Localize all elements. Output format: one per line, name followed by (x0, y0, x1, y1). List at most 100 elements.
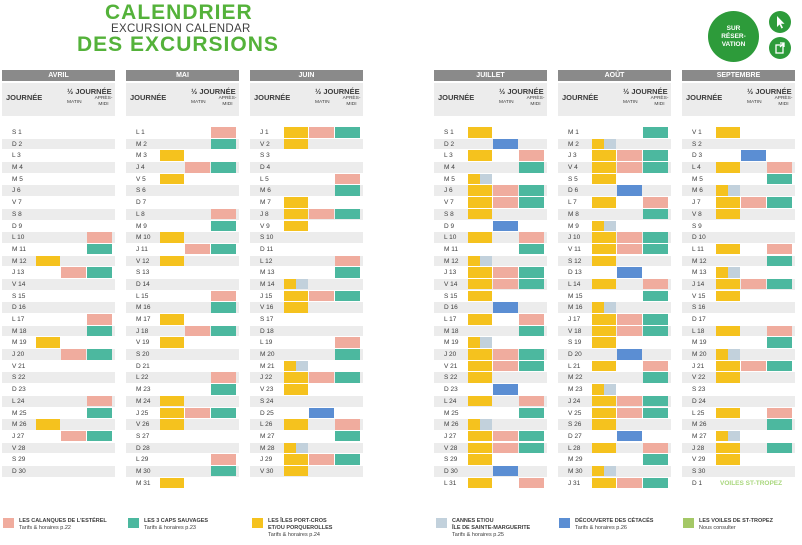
day-label: V 21 (12, 362, 26, 370)
excursion-cell (716, 243, 740, 255)
day-row: M 25 (434, 407, 547, 420)
excursion-cell (335, 419, 360, 430)
legend-title: DÉCOUVERTE DES CÉTACÉS (575, 518, 654, 524)
day-row: M 20 (682, 349, 795, 361)
day-row: S 1 (2, 127, 115, 139)
excursion-cell (335, 208, 360, 220)
day-row: S 5 (558, 173, 671, 186)
day-label: S 5 (568, 175, 578, 183)
day-row: V 26 (126, 419, 239, 431)
excursion-cell (284, 360, 296, 372)
day-label: J 15 (260, 292, 273, 300)
excursion-cell (493, 384, 518, 395)
excursion-cell (592, 337, 616, 348)
day-row: M 23 (558, 384, 671, 396)
excursion-cell (309, 127, 334, 138)
day-row: M 6 (682, 185, 795, 198)
legend-title: LES ÎLES PORT-CROS (268, 518, 327, 524)
excursion-cell (604, 220, 616, 231)
day-label: S 1 (444, 129, 454, 136)
excursion-cell (519, 197, 544, 208)
day-row: M 30 (558, 465, 671, 478)
day-label: M 27 (692, 432, 707, 440)
day-row: V 29 (682, 454, 795, 466)
day-label: L 3 (444, 152, 453, 160)
day-row: M 4 (2, 162, 115, 174)
excursion-cell (741, 150, 766, 161)
day-row: D 16 (434, 302, 547, 314)
day-row: M 23 (126, 384, 239, 396)
excursion-cell (87, 407, 112, 418)
day-row: D 2 (434, 138, 547, 151)
day-label: S 10 (260, 234, 274, 242)
day-row: D 27 (558, 430, 671, 443)
day-row: M 16 (558, 302, 671, 314)
day-row: M 9 (558, 220, 671, 233)
day-row: M 12 (434, 255, 547, 268)
day-row: D 17 (682, 314, 795, 326)
day-label: M 27 (260, 432, 275, 440)
day-label: D 14 (136, 280, 150, 288)
excursion-cell (592, 314, 616, 325)
day-label: M 4 (12, 164, 23, 172)
excursion-cell (185, 325, 210, 337)
excursion-cell (160, 395, 184, 407)
day-row: V 23 (250, 384, 363, 396)
day-row: S 1 (434, 127, 547, 139)
matin-label: MATIN (67, 100, 82, 105)
day-label: V 23 (260, 386, 274, 394)
demi-label: ½ JOURNÉE (191, 87, 236, 96)
day-label: M 10 (136, 234, 151, 242)
day-row: M 27 (250, 430, 363, 443)
excursion-cell (284, 138, 308, 150)
excursion-cell (468, 150, 492, 161)
day-row: J 18 (126, 325, 239, 338)
excursion-cell (617, 477, 642, 489)
matin-label: MATIN (499, 100, 514, 105)
day-label: M 22 (568, 374, 583, 382)
excursion-cell (309, 372, 334, 383)
excursion-cell (61, 349, 86, 360)
excursion-cell (643, 395, 668, 407)
day-row: L 3 (434, 150, 547, 163)
excursion-cell (741, 197, 766, 208)
reservation-badge[interactable]: SUR RÉSER- VATION (708, 11, 759, 62)
share-button[interactable] (769, 37, 791, 59)
legend-item: DÉCOUVERTE DES CÉTACÉS Tarifs & horaires … (559, 518, 653, 532)
day-row: M 5 (682, 173, 795, 186)
excursion-cell (468, 454, 492, 465)
day-row: J 17 (558, 314, 671, 326)
excursion-cell (519, 477, 544, 489)
day-row: D 9 (2, 221, 115, 233)
day-label: J 3 (568, 152, 577, 160)
excursion-cell (716, 127, 740, 138)
day-row: M 13 (682, 267, 795, 279)
demi-label: ½ JOURNÉE (747, 87, 792, 96)
day-label: L 22 (136, 374, 149, 382)
day-row: D 24 (682, 395, 795, 408)
excursion-cell (493, 278, 518, 290)
day-row: M 4 (434, 162, 547, 174)
day-label: M 3 (136, 152, 147, 160)
excursion-cell (468, 419, 480, 430)
day-label: M 5 (444, 175, 455, 183)
day-label: J 7 (692, 199, 701, 207)
day-label: M 24 (136, 397, 151, 405)
day-row: M 6 (250, 185, 363, 198)
day-label: L 31 (444, 479, 457, 487)
day-row: M 31 (126, 477, 239, 490)
day-label: V 15 (692, 292, 706, 300)
cursor-button[interactable] (769, 11, 791, 33)
day-label: L 18 (692, 327, 705, 335)
excursion-cell (728, 185, 740, 196)
excursion-cell (643, 407, 668, 418)
excursion-cell (592, 150, 616, 161)
voiles-label: VOILES ST-TROPEZ (720, 479, 783, 487)
month-header: AOÛT (558, 70, 671, 81)
matin-label: MATIN (191, 100, 206, 105)
day-row: D 9 (434, 220, 547, 233)
day-label: V 5 (136, 175, 146, 183)
day-label: D 6 (568, 187, 579, 195)
excursion-cell (617, 232, 642, 243)
day-row: S 15 (2, 291, 115, 303)
